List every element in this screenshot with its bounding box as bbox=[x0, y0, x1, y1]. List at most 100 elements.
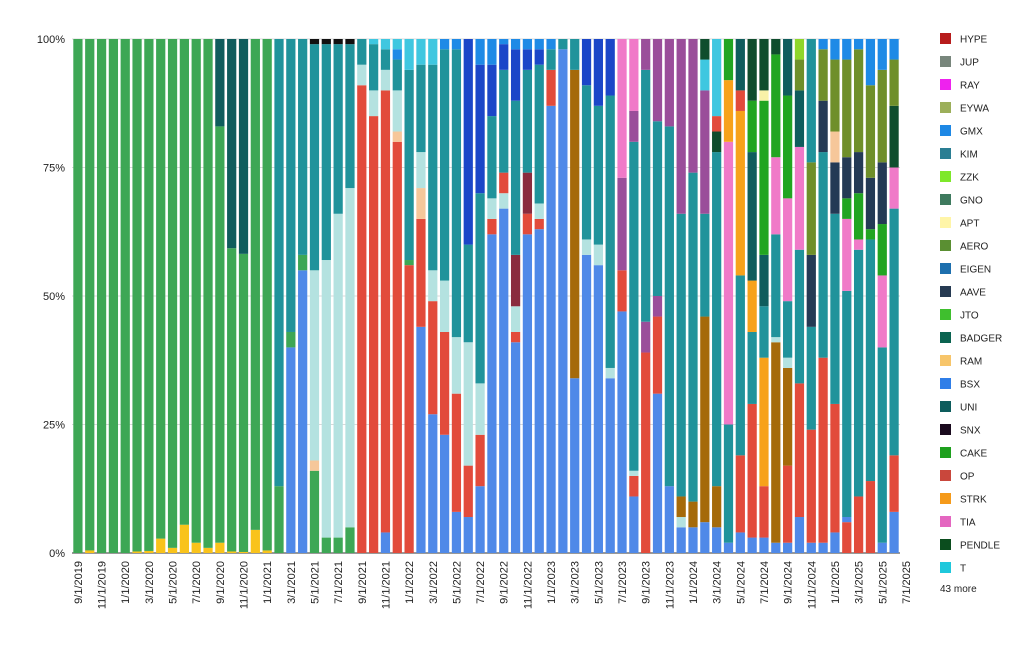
legend-label: BSX bbox=[960, 380, 980, 391]
bar-segment bbox=[357, 64, 367, 86]
bar-segment bbox=[581, 39, 592, 86]
bar-segment bbox=[499, 44, 509, 70]
bar-segment bbox=[345, 188, 355, 528]
bar-segment bbox=[676, 39, 686, 214]
bar-segment bbox=[451, 337, 462, 394]
bar-segment bbox=[345, 527, 355, 553]
legend-swatch bbox=[940, 102, 951, 113]
bar-segment bbox=[853, 39, 864, 50]
bar-segment bbox=[487, 198, 497, 219]
bar-segment bbox=[629, 496, 639, 553]
bar-segment bbox=[853, 249, 864, 497]
bar-segment bbox=[167, 39, 178, 548]
legend-swatch bbox=[940, 194, 951, 205]
x-tick-label: 1/1/2021 bbox=[262, 561, 274, 604]
bar-segment bbox=[818, 39, 828, 50]
bar-segment bbox=[439, 280, 450, 332]
bar-segment bbox=[321, 260, 331, 538]
bar-segment bbox=[853, 49, 864, 153]
bar-segment bbox=[783, 465, 793, 543]
bar-segment bbox=[534, 203, 544, 219]
x-tick-label: 5/1/2023 bbox=[593, 561, 605, 604]
bar-segment bbox=[227, 248, 237, 552]
bar-segment bbox=[842, 39, 852, 60]
legend-label: EIGEN bbox=[960, 265, 991, 276]
x-tick-label: 7/1/2023 bbox=[617, 561, 629, 604]
legend-label: CAKE bbox=[960, 449, 988, 460]
bar-segment bbox=[534, 229, 544, 553]
bar-segment bbox=[369, 44, 379, 91]
bar-segment bbox=[688, 501, 698, 528]
bar-segment bbox=[250, 529, 260, 553]
legend-swatch bbox=[940, 539, 951, 550]
bar-segment bbox=[546, 105, 556, 553]
bar-segment bbox=[771, 342, 781, 543]
bar-segment bbox=[830, 39, 840, 60]
legend-swatch bbox=[940, 470, 951, 481]
bar-segment bbox=[546, 69, 556, 106]
bar-segment bbox=[641, 39, 651, 70]
bar-segment bbox=[842, 218, 852, 291]
bar-segment bbox=[487, 64, 497, 117]
x-axis-ticks: 9/1/2019 11/1/2019 1/1/2020 3/1/2020 5/1/202… bbox=[73, 561, 913, 609]
bar-segment bbox=[688, 39, 698, 173]
bar-segment bbox=[439, 434, 450, 553]
legend: HYPE JUP RAY EYWA GMX KIM ZZK GNO APT AERO EIGEN AA… bbox=[940, 33, 1002, 595]
bar-segment bbox=[759, 537, 769, 553]
bar-segment bbox=[463, 39, 473, 245]
legend-swatch bbox=[940, 562, 951, 573]
bar-segment bbox=[85, 550, 95, 553]
bar-segment bbox=[510, 254, 521, 307]
bar-segment bbox=[179, 524, 189, 553]
bar-segment bbox=[818, 152, 828, 358]
bar-segment bbox=[806, 429, 816, 543]
bar-segment bbox=[605, 39, 615, 96]
x-tick-label: 5/1/2024 bbox=[735, 561, 747, 604]
legend-label: T bbox=[960, 564, 966, 575]
bar-segment bbox=[286, 331, 296, 348]
legend-label: STRK bbox=[960, 495, 987, 506]
x-tick-label: 3/1/2021 bbox=[286, 561, 298, 604]
bar-segment bbox=[309, 470, 320, 553]
x-tick-label: 11/1/2023 bbox=[664, 561, 676, 609]
bar-segment bbox=[333, 44, 343, 214]
bar-segment bbox=[333, 537, 343, 553]
bar-segment bbox=[783, 198, 793, 302]
x-tick-label: 11/1/2021 bbox=[381, 561, 393, 609]
bar-segment bbox=[676, 213, 686, 497]
bar-segment bbox=[510, 331, 521, 343]
bar-segment bbox=[428, 270, 438, 302]
legend-swatch bbox=[940, 33, 951, 44]
bar-segment bbox=[227, 551, 237, 553]
legend-swatch bbox=[940, 148, 951, 159]
bar-segment bbox=[830, 213, 840, 404]
bar-segment bbox=[534, 64, 544, 204]
bar-segment bbox=[475, 64, 485, 194]
bar-segment bbox=[191, 39, 201, 543]
bar-segment bbox=[428, 301, 438, 415]
bar-segment bbox=[167, 547, 178, 553]
bar-segment bbox=[120, 39, 130, 553]
bar-segment bbox=[723, 39, 734, 81]
bar-segment bbox=[392, 39, 402, 50]
x-tick-label: 3/1/2023 bbox=[570, 561, 582, 604]
bar-segment bbox=[345, 44, 355, 189]
bar-segment bbox=[842, 157, 852, 199]
bar-segment bbox=[712, 131, 722, 153]
bar-segment bbox=[889, 59, 899, 106]
bar-segment bbox=[652, 316, 663, 394]
bar-segment bbox=[747, 152, 757, 281]
bar-segment bbox=[522, 172, 533, 214]
bar-segment bbox=[439, 49, 450, 281]
bar-segment bbox=[783, 39, 793, 96]
bar-segment bbox=[380, 49, 391, 70]
bar-segment bbox=[617, 39, 627, 178]
bar-segment bbox=[428, 39, 438, 65]
bar-segment bbox=[487, 116, 497, 199]
bar-segment bbox=[510, 342, 521, 553]
bar-segment bbox=[889, 167, 899, 209]
legend-swatch bbox=[940, 171, 951, 182]
bar-segment bbox=[522, 39, 533, 50]
bar-segment bbox=[735, 455, 745, 533]
bar-segment bbox=[853, 496, 864, 553]
